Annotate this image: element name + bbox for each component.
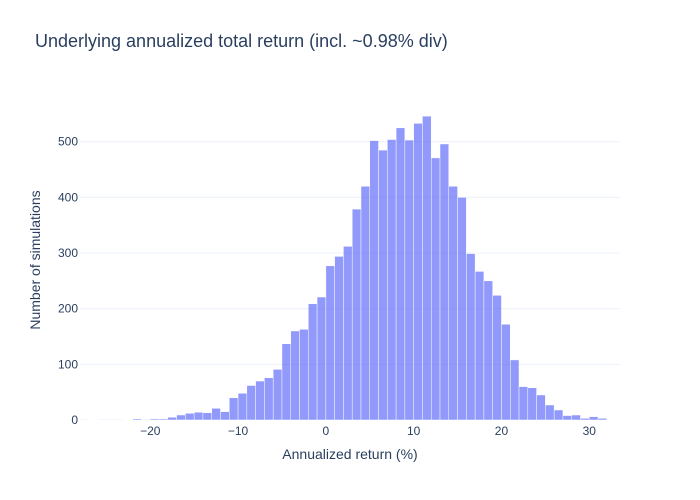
histogram-bar	[457, 197, 467, 421]
histogram-bar	[571, 414, 581, 421]
x-tick-label: −10	[228, 424, 249, 438]
x-axis-ticks: −20 −10 0 10 20 30	[140, 424, 596, 438]
histogram-bar	[509, 359, 520, 421]
histogram-bar	[158, 418, 169, 421]
histogram-bar	[229, 397, 239, 421]
histogram-bar	[106, 419, 116, 421]
histogram-bar	[545, 404, 555, 421]
histogram-bar	[387, 139, 397, 421]
histogram-bar	[536, 394, 546, 421]
histogram-bar	[237, 393, 248, 421]
y-tick-label: 200	[58, 302, 78, 316]
x-axis-title: Annualized return (%)	[282, 446, 417, 462]
histogram-bar	[193, 411, 204, 421]
y-tick-label: 500	[58, 135, 78, 149]
histogram-bars	[79, 115, 608, 421]
histogram-bar	[79, 419, 90, 421]
histogram-bar	[202, 412, 212, 421]
histogram-bar	[430, 157, 441, 421]
histogram-bar	[395, 127, 406, 421]
histogram-bar	[185, 413, 195, 421]
y-tick-label: 300	[58, 246, 78, 260]
histogram-bar	[483, 280, 493, 421]
histogram-bar	[518, 386, 529, 421]
histogram-bar	[422, 115, 432, 421]
histogram-bar	[448, 186, 458, 421]
histogram-bar	[325, 265, 335, 421]
histogram-bar	[343, 246, 353, 421]
histogram-bar	[220, 411, 230, 421]
histogram-bar	[246, 385, 256, 421]
histogram-bar	[589, 416, 599, 421]
histogram-bar	[369, 140, 379, 421]
histogram-bar	[97, 419, 107, 421]
y-axis-ticks: 0 100 200 300 400 500	[58, 135, 78, 427]
histogram-bar	[597, 418, 608, 421]
histogram-bar	[562, 415, 572, 421]
histogram-bar	[176, 414, 186, 421]
histogram-bar	[149, 418, 160, 421]
histogram-bar	[439, 143, 450, 421]
x-tick-label: −20	[140, 424, 161, 438]
y-tick-label: 100	[58, 357, 78, 371]
histogram-bar	[167, 416, 177, 421]
histogram-bar	[281, 343, 291, 421]
histogram-bar	[308, 303, 318, 421]
y-tick-label: 400	[58, 190, 78, 204]
histogram-bar	[492, 295, 502, 421]
histogram-bar	[211, 408, 221, 421]
histogram-bar	[553, 409, 564, 421]
histogram-bar	[264, 377, 274, 421]
histogram-bar	[132, 418, 142, 421]
histogram-bar	[580, 418, 590, 421]
histogram-bar	[255, 380, 265, 421]
histogram-bar	[404, 139, 414, 421]
histogram-bar	[334, 256, 344, 421]
histogram-bar	[527, 387, 537, 421]
histogram-bar	[351, 208, 362, 421]
histogram-bar	[316, 296, 327, 421]
y-axis-title: Number of simulations	[27, 190, 43, 329]
histogram-bar	[466, 253, 476, 421]
chart-title: Underlying annualized total return (incl…	[35, 31, 448, 51]
histogram-bar	[141, 419, 151, 421]
x-tick-label: 20	[495, 424, 509, 438]
histogram-bar	[299, 329, 309, 421]
y-tick-label: 0	[71, 413, 78, 427]
histogram-bar	[114, 419, 125, 421]
histogram-bar	[272, 369, 283, 421]
histogram-bar	[360, 186, 371, 421]
histogram-bar	[501, 324, 511, 421]
histogram-bar	[413, 123, 423, 421]
x-tick-label: 30	[583, 424, 597, 438]
histogram-bar	[290, 330, 300, 421]
histogram-bar	[378, 149, 388, 421]
x-tick-label: 0	[323, 424, 330, 438]
histogram-bar	[474, 271, 485, 421]
x-tick-label: 10	[407, 424, 421, 438]
